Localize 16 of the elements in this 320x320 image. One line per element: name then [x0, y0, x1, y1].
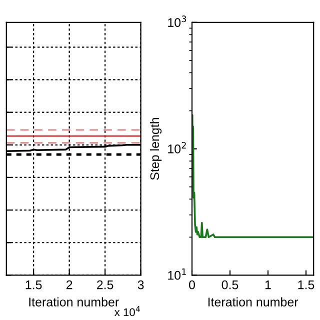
x-axis-title: Iteration number — [29, 297, 119, 306]
x-tick-label: 1.5 — [298, 280, 314, 290]
x-tick-label: 0.5 — [222, 280, 238, 290]
x-tick-label: 1 — [265, 280, 271, 290]
y-tick-label: 10$^{2}$ — [168, 142, 186, 154]
x-tick-label: 0 — [189, 280, 195, 290]
x-tick-label: 2.5 — [96, 280, 114, 290]
x-axis-title: Iteration number — [208, 297, 298, 306]
y-axis-title: Step length — [150, 118, 162, 180]
line-series — [192, 114, 314, 238]
y-tick-label: 10$^{3}$ — [168, 16, 186, 27]
text: x 10$^{4}$ — [114, 306, 140, 316]
x-tick-label: 1.5 — [26, 280, 42, 290]
x-tick-label: 2 — [66, 280, 72, 290]
x-tick-label: 3 — [138, 280, 144, 290]
y-tick-label: 10$^{1}$ — [168, 268, 186, 280]
